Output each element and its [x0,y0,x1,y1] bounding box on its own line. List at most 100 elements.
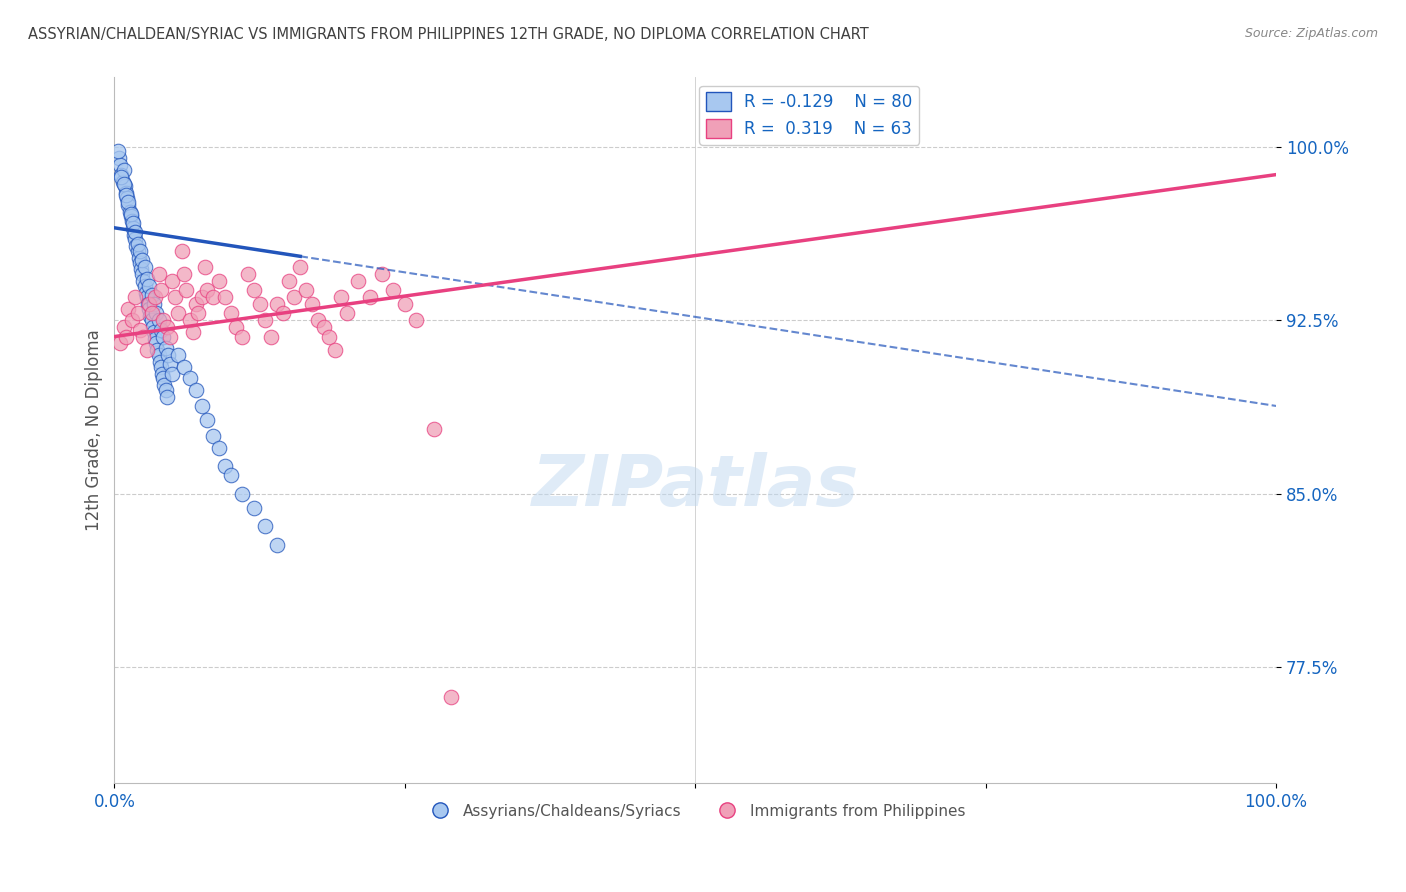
Point [149,359,172,374]
Point [145,306,167,320]
Point [176,283,198,297]
Point [138,278,160,293]
Point [208,274,231,288]
Point [125,239,148,253]
Text: ASSYRIAN/CHALDEAN/SYRIAC VS IMMIGRANTS FROM PHILIPPINES 12TH GRADE, NO DIPLOMA C: ASSYRIAN/CHALDEAN/SYRIAC VS IMMIGRANTS F… [28,27,869,42]
Point [127,306,149,320]
Point [277,274,299,288]
Point [195,283,218,297]
Legend: Assyrians/Chaldeans/Syriacs, Immigrants from Philippines: Assyrians/Chaldeans/Syriacs, Immigrants … [419,797,972,825]
Point [127,237,149,252]
Point [124,232,146,246]
Point [290,260,312,274]
Point [131,267,153,281]
Point [124,290,146,304]
Point [108,152,131,166]
Point [110,168,132,182]
Point [124,226,146,240]
Point [142,320,165,334]
Point [190,290,212,304]
Point [266,538,288,552]
Point [117,197,139,211]
Point [131,253,153,268]
Point [219,306,242,320]
Point [129,262,152,277]
Point [195,413,218,427]
Point [249,297,271,311]
Point [136,290,159,304]
Point [118,204,141,219]
Point [145,336,167,351]
Point [163,290,186,304]
Point [202,429,225,443]
Text: Source: ZipAtlas.com: Source: ZipAtlas.com [1244,27,1378,40]
Point [336,306,359,320]
Point [117,301,139,316]
Point [115,329,138,343]
Point [423,422,446,436]
Point [142,297,165,311]
Point [271,306,294,320]
Point [121,313,143,327]
Point [114,179,136,194]
Point [110,158,132,172]
Point [155,383,177,397]
Point [110,169,132,184]
Point [301,297,323,311]
Point [307,313,329,327]
Point [134,260,156,274]
Point [254,313,277,327]
Point [155,341,177,355]
Point [152,313,174,327]
Point [219,468,242,483]
Point [138,297,160,311]
Point [146,343,169,358]
Point [134,278,156,293]
Point [128,251,150,265]
Point [167,306,190,320]
Point [179,371,201,385]
Point [129,323,152,337]
Point [136,343,159,358]
Point [127,244,149,258]
Point [149,323,172,337]
Point [122,227,145,242]
Point [112,177,135,191]
Point [173,267,195,281]
Point [156,390,179,404]
Point [115,188,138,202]
Point [254,519,277,533]
Point [208,441,231,455]
Point [266,297,288,311]
Point [112,320,135,334]
Point [141,313,163,327]
Point [110,336,132,351]
Point [122,220,145,235]
Point [187,306,209,320]
Point [115,186,138,200]
Point [141,306,163,320]
Point [260,329,283,343]
Point [141,288,163,302]
Point [323,343,346,358]
Point [120,207,142,221]
Point [148,267,170,281]
Point [179,313,201,327]
Point [382,283,405,297]
Point [150,367,173,381]
Point [136,297,159,311]
Point [162,367,184,381]
Point [243,283,266,297]
Point [135,285,157,300]
Point [202,290,225,304]
Point [148,313,170,327]
Point [295,283,318,297]
Point [121,214,143,228]
Point [170,244,193,258]
Point [440,690,463,705]
Point [115,191,138,205]
Point [214,459,236,474]
Point [153,378,176,392]
Point [329,290,352,304]
Point [136,271,159,285]
